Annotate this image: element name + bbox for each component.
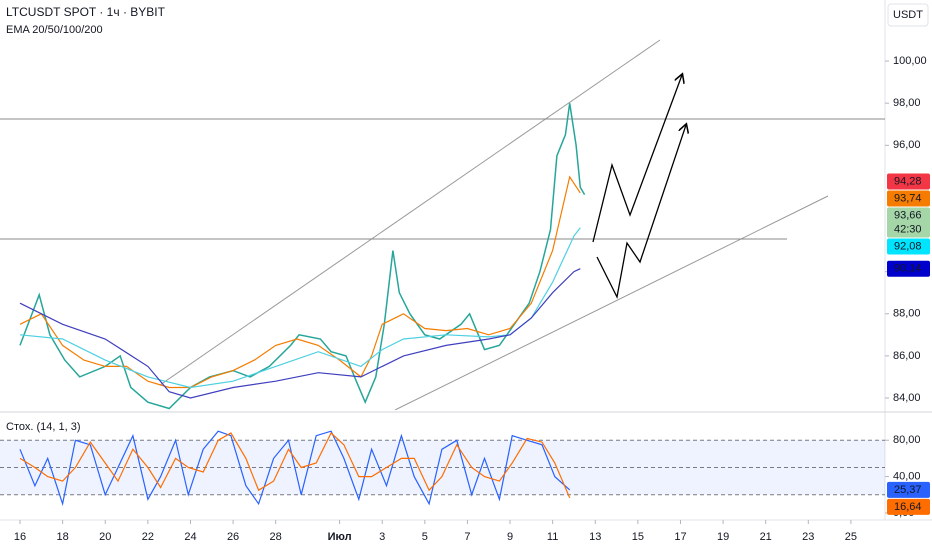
price-badge-label: 93,74 bbox=[894, 192, 922, 204]
trend-line bbox=[394, 195, 829, 410]
x-tick-label: 23 bbox=[802, 531, 814, 543]
indicator-label: EMA 20/50/100/200 bbox=[6, 24, 103, 36]
series-line bbox=[19, 227, 581, 389]
price-badge-label: 16,64 bbox=[894, 501, 922, 513]
x-tick-label: 13 bbox=[589, 531, 601, 543]
arrow bbox=[596, 125, 686, 300]
series-line bbox=[19, 430, 571, 507]
x-tick-label: 18 bbox=[57, 531, 69, 543]
y-tick-label: 40,00 bbox=[893, 470, 921, 482]
y-tick-label: 84,00 bbox=[893, 392, 921, 404]
currency: USDT bbox=[893, 9, 923, 21]
chart-title: LTCUSDT SPOT · 1ч · BYBIT bbox=[6, 5, 166, 19]
x-tick-label: 26 bbox=[227, 531, 239, 543]
x-tick-label: 7 bbox=[464, 531, 470, 543]
series-line bbox=[19, 175, 581, 389]
price-badge bbox=[887, 498, 930, 515]
plot-area bbox=[0, 430, 885, 507]
currency-box bbox=[887, 3, 929, 27]
series-line bbox=[19, 432, 571, 499]
y-tick-label: 88,00 bbox=[893, 308, 921, 320]
price-badge-label: 93,66 bbox=[894, 209, 922, 221]
arrow bbox=[592, 75, 682, 243]
x-tick-label: 22 bbox=[142, 531, 154, 543]
price-badge bbox=[887, 190, 930, 207]
indicator-label: Стох. (14, 1, 3) bbox=[6, 421, 81, 433]
y-tick-label: 80,00 bbox=[893, 434, 921, 446]
x-tick-label: 19 bbox=[717, 531, 729, 543]
x-tick-label: 20 bbox=[99, 531, 111, 543]
price-badge bbox=[887, 260, 930, 277]
price-badge bbox=[887, 207, 930, 238]
x-tick-label: Июл bbox=[328, 531, 352, 543]
drawings bbox=[0, 39, 885, 410]
x-tick-label: 25 bbox=[845, 531, 857, 543]
price-badge bbox=[887, 173, 930, 190]
y-tick-label: 98,00 bbox=[893, 97, 921, 109]
x-tick-label: 9 bbox=[507, 531, 513, 543]
price-badge-label: 90,14 bbox=[894, 263, 922, 275]
x-tick-label: 24 bbox=[184, 531, 196, 543]
series-line bbox=[19, 103, 586, 410]
price-badge bbox=[887, 238, 930, 255]
x-tick-label: 15 bbox=[632, 531, 644, 543]
x-tick-label: 3 bbox=[379, 531, 385, 543]
x-tick-label: 11 bbox=[547, 531, 558, 543]
series-line bbox=[19, 268, 581, 399]
price-badge bbox=[887, 481, 930, 498]
x-tick-label: 5 bbox=[422, 531, 428, 543]
x-tick-label: 17 bbox=[674, 531, 686, 543]
price-badge-label: 94,28 bbox=[894, 175, 922, 187]
price-badge-label: 25,37 bbox=[894, 484, 922, 496]
plot-area bbox=[19, 103, 586, 410]
y-tick-label: 96,00 bbox=[893, 139, 921, 151]
countdown: 42:30 bbox=[894, 223, 922, 235]
x-tick-label: 16 bbox=[14, 531, 26, 543]
price-badge-label: 92,08 bbox=[894, 240, 922, 252]
y-tick-label: 100,00 bbox=[893, 55, 927, 67]
trend-line bbox=[159, 39, 661, 386]
x-tick-label: 28 bbox=[270, 531, 282, 543]
x-tick-label: 21 bbox=[760, 531, 772, 543]
y-tick-label: 86,00 bbox=[893, 350, 921, 362]
